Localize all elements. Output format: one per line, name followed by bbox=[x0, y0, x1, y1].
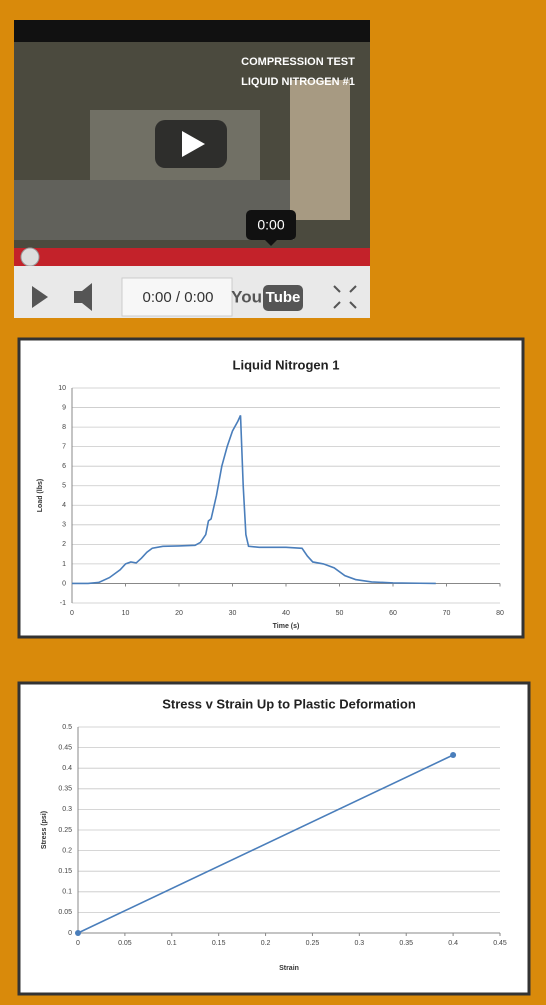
x-tick-label: 0.35 bbox=[399, 940, 413, 947]
x-tick-label: 60 bbox=[389, 610, 397, 617]
x-tick-label: 10 bbox=[122, 610, 130, 617]
overlay-text: COMPRESSION TEST bbox=[241, 56, 355, 68]
x-tick-label: 20 bbox=[175, 610, 183, 617]
time-text: 0:00 / 0:00 bbox=[143, 289, 214, 306]
y-tick-label: 0.1 bbox=[62, 889, 72, 896]
chart-title: Liquid Nitrogen 1 bbox=[233, 357, 340, 372]
logo-box bbox=[263, 285, 303, 311]
y-tick-label: 3 bbox=[62, 522, 66, 529]
x-tick-label: 0.45 bbox=[493, 940, 507, 947]
tooltip-text: 0:00 bbox=[257, 217, 284, 233]
progress-handle[interactable] bbox=[20, 247, 40, 267]
chart-box bbox=[17, 337, 525, 639]
volume-button[interactable] bbox=[74, 291, 82, 303]
y-tick-label: 0 bbox=[68, 930, 72, 937]
x-tick-label: 40 bbox=[282, 610, 290, 617]
data-point bbox=[450, 752, 457, 759]
time-display bbox=[121, 277, 233, 317]
logo-text: Tube bbox=[266, 289, 301, 306]
y-tick-label: 7 bbox=[62, 443, 66, 450]
x-tick-label: 0 bbox=[76, 940, 80, 947]
y-tick-label: 9 bbox=[62, 404, 66, 411]
y-tick-label: 10 bbox=[58, 385, 66, 392]
data-line bbox=[72, 415, 436, 585]
x-tick-label: 0.05 bbox=[118, 940, 132, 947]
play-icon bbox=[182, 131, 205, 157]
video-player: COMPRESSION TEST LIQUID NITROGEN #1 0:00… bbox=[14, 20, 370, 318]
x-tick-label: 0.4 bbox=[448, 940, 458, 947]
y-tick-label: 4 bbox=[62, 502, 66, 509]
y-tick-label: 5 bbox=[62, 483, 66, 490]
x-tick-label: 0 bbox=[70, 610, 74, 617]
video-top-bar bbox=[14, 20, 370, 42]
fullscreen-button[interactable] bbox=[333, 285, 357, 309]
x-tick-label: 0.1 bbox=[167, 940, 177, 947]
y-tick-label: 1 bbox=[62, 561, 66, 568]
y-tick-label: 0.15 bbox=[58, 868, 72, 875]
progress-bar[interactable] bbox=[14, 248, 370, 266]
x-tick-label: 30 bbox=[229, 610, 237, 617]
chart-box bbox=[17, 681, 531, 996]
time-tooltip bbox=[246, 210, 296, 240]
y-tick-label: 0.2 bbox=[62, 847, 72, 854]
y-tick-label: 0.3 bbox=[62, 806, 72, 813]
y-tick-label: 2 bbox=[62, 541, 66, 548]
video-wall bbox=[290, 80, 350, 220]
x-tick-label: 50 bbox=[336, 610, 344, 617]
x-tick-label: 70 bbox=[443, 610, 451, 617]
x-tick-label: 0.15 bbox=[212, 940, 226, 947]
x-tick-label: 0.25 bbox=[306, 940, 320, 947]
y-tick-label: 8 bbox=[62, 424, 66, 431]
y-tick-label: -1 bbox=[60, 600, 66, 607]
tooltip-arrow bbox=[265, 240, 277, 246]
data-point bbox=[75, 930, 81, 936]
chart-title: Stress v Strain Up to Plastic Deformatio… bbox=[162, 696, 416, 711]
x-tick-label: 0.3 bbox=[354, 940, 364, 947]
y-tick-label: 0.35 bbox=[58, 786, 72, 793]
x-axis-label: Time (s) bbox=[273, 623, 300, 630]
x-tick-label: 0.2 bbox=[261, 940, 271, 947]
y-tick-label: 0.4 bbox=[62, 765, 72, 772]
y-tick-label: 0.45 bbox=[58, 744, 72, 751]
play-button[interactable] bbox=[32, 286, 48, 308]
volume-icon bbox=[82, 283, 92, 311]
y-tick-label: 0.25 bbox=[58, 827, 72, 834]
x-tick-label: 80 bbox=[496, 610, 504, 617]
x-axis-label: Strain bbox=[279, 965, 299, 972]
data-line bbox=[77, 754, 454, 934]
y-tick-label: 0.5 bbox=[62, 724, 72, 731]
logo-text[interactable]: You bbox=[231, 287, 262, 306]
y-tick-label: 6 bbox=[62, 463, 66, 470]
overlay-text: LIQUID NITROGEN #1 bbox=[241, 76, 355, 88]
y-axis-label: Load (lbs) bbox=[37, 479, 44, 512]
y-tick-label: 0 bbox=[62, 580, 66, 587]
y-axis-label: Stress (psi) bbox=[41, 811, 48, 849]
y-tick-label: 0.05 bbox=[58, 909, 72, 916]
